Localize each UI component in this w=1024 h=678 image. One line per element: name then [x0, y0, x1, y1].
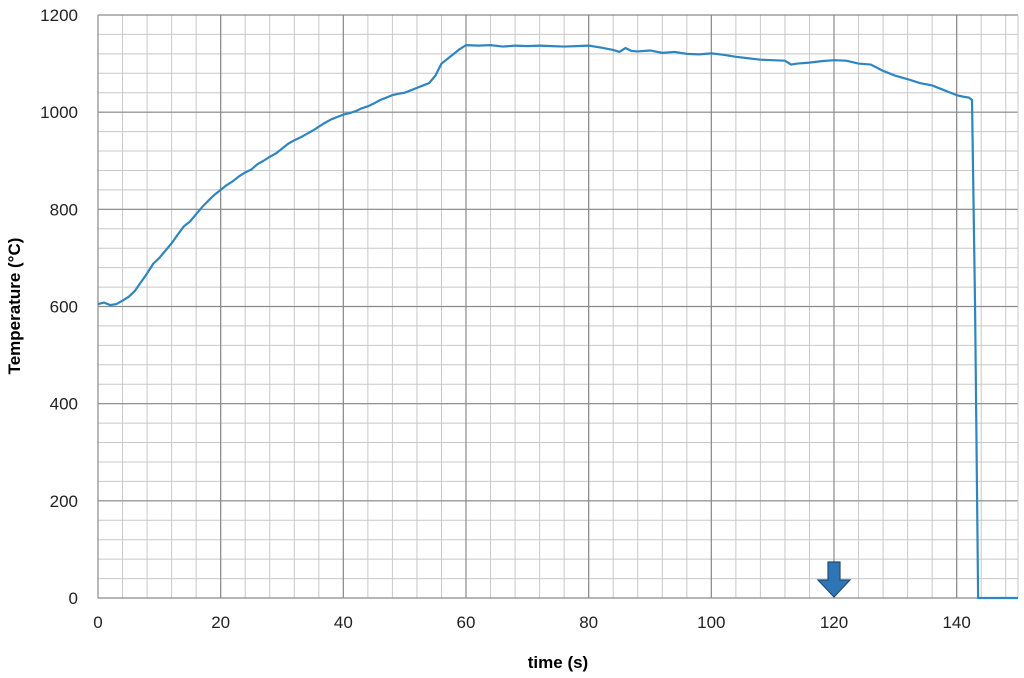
- y-axis-title: Temperature (°C): [5, 238, 24, 375]
- y-tick-label: 400: [50, 395, 78, 414]
- y-tick-label: 800: [50, 200, 78, 219]
- x-tick-label: 140: [942, 613, 970, 632]
- y-tick-label: 1000: [40, 103, 78, 122]
- major-grid: [97, 14, 1019, 599]
- marker-layer: [816, 561, 852, 598]
- x-tick-label: 120: [820, 613, 848, 632]
- x-tick-label: 60: [457, 613, 476, 632]
- x-tick-label: 20: [211, 613, 230, 632]
- y-tick-label: 600: [50, 298, 78, 317]
- series-layer: [97, 44, 1018, 600]
- y-tick-label: 1200: [40, 6, 78, 25]
- tick-labels: 0 20 40 60 80 100 120 140 0 200 400 600 800 1000 1200: [40, 6, 971, 632]
- x-tick-label: 100: [697, 613, 725, 632]
- x-axis-title: time (s): [528, 653, 588, 672]
- x-tick-label: 80: [579, 613, 598, 632]
- x-tick-label: 0: [93, 613, 102, 632]
- down-arrow-icon: [816, 561, 852, 598]
- y-tick-label: 0: [69, 589, 78, 608]
- y-tick-label: 200: [50, 492, 78, 511]
- x-tick-label: 40: [334, 613, 353, 632]
- series-line: [97, 44, 1018, 600]
